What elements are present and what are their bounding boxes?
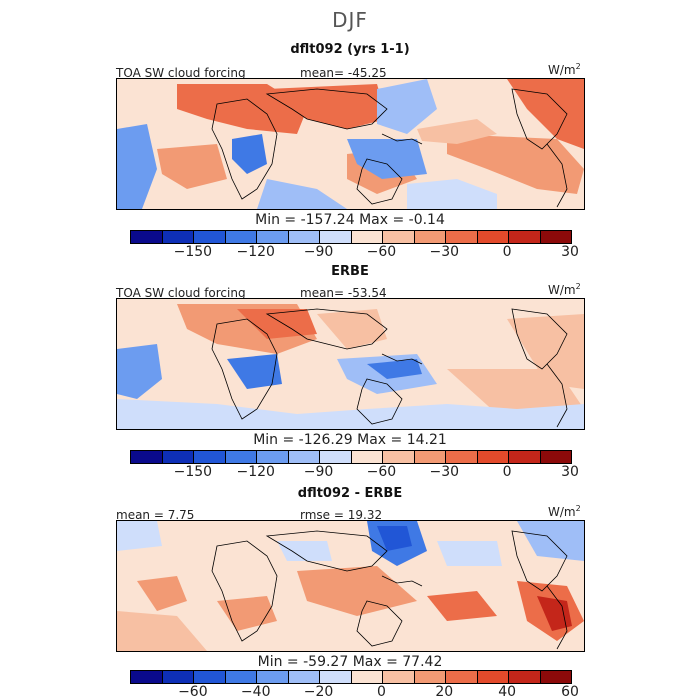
panel-1-mean-label: mean= -45.25 <box>300 66 387 80</box>
colorbar-segment <box>383 231 415 243</box>
colorbar-segment <box>414 671 446 683</box>
colorbar-tick-label: 40 <box>498 684 517 700</box>
colorbar-tick-label: 0 <box>376 684 386 700</box>
colorbar-segment <box>257 451 289 463</box>
colorbar-segment <box>351 451 383 463</box>
colorbar-tick-label: 20 <box>435 684 454 700</box>
colorbar-segment <box>414 451 446 463</box>
colorbar-tick-label: 30 <box>561 244 579 260</box>
colorbar-segment <box>477 671 509 683</box>
panel-3-map <box>116 520 585 652</box>
colorbar-segment <box>351 671 383 683</box>
colorbar-tick-label: −120 <box>236 464 275 480</box>
colorbar-tick-label: −150 <box>173 464 213 480</box>
panel-3-rmse-label: rmse = 19.32 <box>300 508 383 522</box>
panel-1-units: W/m2 <box>548 62 581 77</box>
panel-2-map <box>116 298 585 430</box>
colorbar-tick-label: −150 <box>173 244 213 260</box>
colorbar-segment <box>194 671 226 683</box>
colorbar-tick-label: 0 <box>502 244 512 260</box>
world-map-icon <box>117 521 584 651</box>
panel-1-title: dflt092 (yrs 1-1) <box>290 42 410 57</box>
colorbar-segment <box>509 231 541 243</box>
colorbar-tick-label: −30 <box>429 464 460 480</box>
panel-2-colorbar-ticks: −150 −120 −90 −60 −30 0 30 <box>130 464 579 480</box>
colorbar-segment <box>477 231 509 243</box>
colorbar-segment <box>225 671 257 683</box>
panel-2-mean-label: mean= -53.54 <box>300 286 387 300</box>
colorbar-segment <box>320 231 352 243</box>
colorbar-segment <box>446 451 478 463</box>
colorbar-segment <box>477 451 509 463</box>
colorbar-tick-label: −40 <box>240 684 271 700</box>
panel-2-min-max: Min = -126.29 Max = 14.21 <box>253 432 447 448</box>
panel-1-min-max: Min = -157.24 Max = -0.14 <box>255 212 445 228</box>
panel-2-title: ERBE <box>331 264 369 279</box>
colorbar-segment <box>446 671 478 683</box>
colorbar-segment <box>131 671 163 683</box>
colorbar-tick-label: 60 <box>561 684 579 700</box>
panel-3-colorbar <box>130 670 572 684</box>
colorbar-segment <box>446 231 478 243</box>
world-map-icon <box>117 299 584 429</box>
colorbar-segment <box>257 671 289 683</box>
colorbar-segment <box>540 451 571 463</box>
colorbar-segment <box>288 671 320 683</box>
panel-2-colorbar <box>130 450 572 464</box>
colorbar-tick-label: −90 <box>303 464 334 480</box>
colorbar-segment <box>351 231 383 243</box>
colorbar-segment <box>131 451 163 463</box>
colorbar-segment <box>257 231 289 243</box>
colorbar-tick-label: −20 <box>303 684 334 700</box>
colorbar-segment <box>225 451 257 463</box>
panel-1-variable-label: TOA SW cloud forcing <box>116 66 246 80</box>
colorbar-segment <box>383 451 415 463</box>
colorbar-tick-label: −30 <box>429 244 460 260</box>
world-map-icon <box>117 79 584 209</box>
colorbar-segment <box>383 671 415 683</box>
panel-1-map <box>116 78 585 210</box>
colorbar-tick-label: 0 <box>502 464 512 480</box>
colorbar-segment <box>414 231 446 243</box>
colorbar-tick-label: −60 <box>366 464 397 480</box>
colorbar-segment <box>288 451 320 463</box>
colorbar-segment <box>288 231 320 243</box>
panel-1-colorbar <box>130 230 572 244</box>
colorbar-segment <box>131 231 163 243</box>
colorbar-tick-label: −60 <box>366 244 397 260</box>
colorbar-segment <box>194 231 226 243</box>
panel-2-variable-label: TOA SW cloud forcing <box>116 286 246 300</box>
colorbar-segment <box>509 671 541 683</box>
colorbar-segment <box>540 671 571 683</box>
panel-3-title: dflt092 - ERBE <box>297 486 403 501</box>
colorbar-segment <box>162 231 194 243</box>
colorbar-tick-label: −90 <box>303 244 334 260</box>
colorbar-segment <box>225 231 257 243</box>
colorbar-segment <box>320 451 352 463</box>
colorbar-tick-label: −60 <box>178 684 208 700</box>
colorbar-segment <box>320 671 352 683</box>
panel-3-mean-label: mean = 7.75 <box>116 508 195 522</box>
panel-2-units: W/m2 <box>548 282 581 297</box>
panel-3-colorbar-ticks: −60 −40 −20 0 20 40 60 <box>130 684 579 700</box>
panel-1-colorbar-ticks: −150 −120 −90 −60 −30 0 30 <box>130 244 579 260</box>
colorbar-segment <box>162 451 194 463</box>
page-title: DJF <box>332 8 368 32</box>
colorbar-tick-label: −120 <box>236 244 275 260</box>
colorbar-tick-label: 30 <box>561 464 579 480</box>
panel-3-units: W/m2 <box>548 504 581 519</box>
colorbar-segment <box>509 451 541 463</box>
panel-3-min-max: Min = -59.27 Max = 77.42 <box>257 654 443 670</box>
colorbar-segment <box>540 231 571 243</box>
colorbar-segment <box>194 451 226 463</box>
colorbar-segment <box>162 671 194 683</box>
